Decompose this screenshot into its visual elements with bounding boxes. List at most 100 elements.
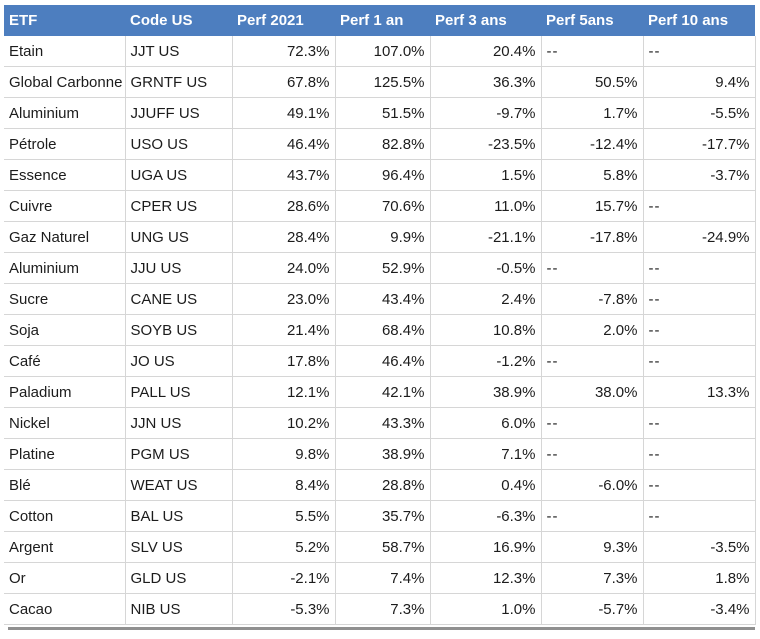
table-cell: 46.4% <box>232 128 336 160</box>
table-cell: 1.0% <box>430 593 542 625</box>
table-cell: -1.2% <box>430 345 542 377</box>
column-header-perf-1an: Perf 1 an <box>335 5 430 36</box>
table-cell: -21.1% <box>430 221 542 253</box>
table-cell: -- <box>643 345 756 377</box>
table-cell: 10.8% <box>430 314 542 346</box>
table-cell: -5.5% <box>643 97 756 129</box>
table-cell: -5.7% <box>541 593 644 625</box>
table-row: Gaz Naturel UNG US 28.4% 9.9% -21.1% -17.8% -2… <box>4 221 756 253</box>
table-cell: 7.4% <box>335 562 431 594</box>
table-cell: -- <box>541 438 644 470</box>
table-cell: 46.4% <box>335 345 431 377</box>
table-cell: 43.7% <box>232 159 336 191</box>
etf-performance-table: ETF Code US Perf 2021 Perf 1 an Perf 3 a… <box>4 5 756 625</box>
table-cell: 9.8% <box>232 438 336 470</box>
table-cell: 16.9% <box>430 531 542 563</box>
table-cell: Café <box>4 345 126 377</box>
table-cell: 2.0% <box>541 314 644 346</box>
table-cell: 82.8% <box>335 128 431 160</box>
table-cell: -5.3% <box>232 593 336 625</box>
table-cell: JJT US <box>125 36 233 67</box>
table-cell: 10.2% <box>232 407 336 439</box>
table-cell: 96.4% <box>335 159 431 191</box>
table-cell: SLV US <box>125 531 233 563</box>
table-header-row: ETF Code US Perf 2021 Perf 1 an Perf 3 a… <box>4 5 755 36</box>
table-cell: Nickel <box>4 407 126 439</box>
table-cell: Pétrole <box>4 128 126 160</box>
table-cell: -24.9% <box>643 221 756 253</box>
table-cell: JJU US <box>125 252 233 284</box>
table-cell: 7.3% <box>335 593 431 625</box>
table-row: Global Carbonne GRNTF US 67.8% 125.5% 36.3% 5… <box>4 66 756 98</box>
table-cell: 5.2% <box>232 531 336 563</box>
table-cell: UNG US <box>125 221 233 253</box>
table-cell: 12.3% <box>430 562 542 594</box>
table-cell: 68.4% <box>335 314 431 346</box>
table-body: Etain JJT US 72.3% 107.0% 20.4% -- -- Global Ca… <box>4 36 756 625</box>
table-row: Sucre CANE US 23.0% 43.4% 2.4% -7.8% -- <box>4 283 756 315</box>
table-cell: Soja <box>4 314 126 346</box>
table-cell: 38.9% <box>335 438 431 470</box>
table-cell: 20.4% <box>430 36 542 67</box>
table-cell: 38.9% <box>430 376 542 408</box>
table-cell: Global Carbonne <box>4 66 126 98</box>
table-row: Soja SOYB US 21.4% 68.4% 10.8% 2.0% -- <box>4 314 756 346</box>
table-cell: Gaz Naturel <box>4 221 126 253</box>
table-cell: Or <box>4 562 126 594</box>
table-cell: UGA US <box>125 159 233 191</box>
table-cell: -- <box>643 407 756 439</box>
table-cell: USO US <box>125 128 233 160</box>
table-cell: -3.5% <box>643 531 756 563</box>
table-cell: -12.4% <box>541 128 644 160</box>
table-cell: 7.1% <box>430 438 542 470</box>
table-row: Paladium PALL US 12.1% 42.1% 38.9% 38.0% 13.3% <box>4 376 756 408</box>
table-cell: -- <box>643 283 756 315</box>
table-cell: CANE US <box>125 283 233 315</box>
table-cell: PALL US <box>125 376 233 408</box>
table-row: Essence UGA US 43.7% 96.4% 1.5% 5.8% -3.7% <box>4 159 756 191</box>
table-cell: Essence <box>4 159 126 191</box>
table-row: Or GLD US -2.1% 7.4% 12.3% 7.3% 1.8% <box>4 562 756 594</box>
table-cell: 2.4% <box>430 283 542 315</box>
table-cell: 43.4% <box>335 283 431 315</box>
table-cell: WEAT US <box>125 469 233 501</box>
table-cell: 5.5% <box>232 500 336 532</box>
table-cell: 58.7% <box>335 531 431 563</box>
table-row: Cacao NIB US -5.3% 7.3% 1.0% -5.7% -3.4% <box>4 593 756 625</box>
table-cell: 9.9% <box>335 221 431 253</box>
table-row: Etain JJT US 72.3% 107.0% 20.4% -- -- <box>4 36 756 67</box>
table-cell: Sucre <box>4 283 126 315</box>
table-cell: -23.5% <box>430 128 542 160</box>
table-cell: 51.5% <box>335 97 431 129</box>
table-cell: -0.5% <box>430 252 542 284</box>
table-row: Argent SLV US 5.2% 58.7% 16.9% 9.3% -3.5% <box>4 531 756 563</box>
table-cell: JO US <box>125 345 233 377</box>
table-row: Nickel JJN US 10.2% 43.3% 6.0% -- -- <box>4 407 756 439</box>
table-cell: 67.8% <box>232 66 336 98</box>
table-cell: 38.0% <box>541 376 644 408</box>
table-cell: 72.3% <box>232 36 336 67</box>
table-row: Aluminium JJU US 24.0% 52.9% -0.5% -- -- <box>4 252 756 284</box>
table-cell: JJUFF US <box>125 97 233 129</box>
table-cell: BAL US <box>125 500 233 532</box>
table-cell: 42.1% <box>335 376 431 408</box>
table-cell: Cacao <box>4 593 126 625</box>
table-row: Blé WEAT US 8.4% 28.8% 0.4% -6.0% -- <box>4 469 756 501</box>
column-header-etf: ETF <box>4 5 125 36</box>
table-row: Pétrole USO US 46.4% 82.8% -23.5% -12.4% -17.7… <box>4 128 756 160</box>
table-cell: -- <box>541 500 644 532</box>
table-cell: 1.5% <box>430 159 542 191</box>
column-header-perf-10ans: Perf 10 ans <box>643 5 755 36</box>
table-cell: 28.6% <box>232 190 336 222</box>
table-cell: 0.4% <box>430 469 542 501</box>
table-cell: -- <box>541 252 644 284</box>
table-cell: 7.3% <box>541 562 644 594</box>
table-cell: -3.7% <box>643 159 756 191</box>
table-cell: 11.0% <box>430 190 542 222</box>
table-cell: -- <box>643 438 756 470</box>
column-header-perf-5ans: Perf 5ans <box>541 5 643 36</box>
table-cell: -6.0% <box>541 469 644 501</box>
table-cell: -- <box>643 314 756 346</box>
table-cell: SOYB US <box>125 314 233 346</box>
table-cell: 36.3% <box>430 66 542 98</box>
